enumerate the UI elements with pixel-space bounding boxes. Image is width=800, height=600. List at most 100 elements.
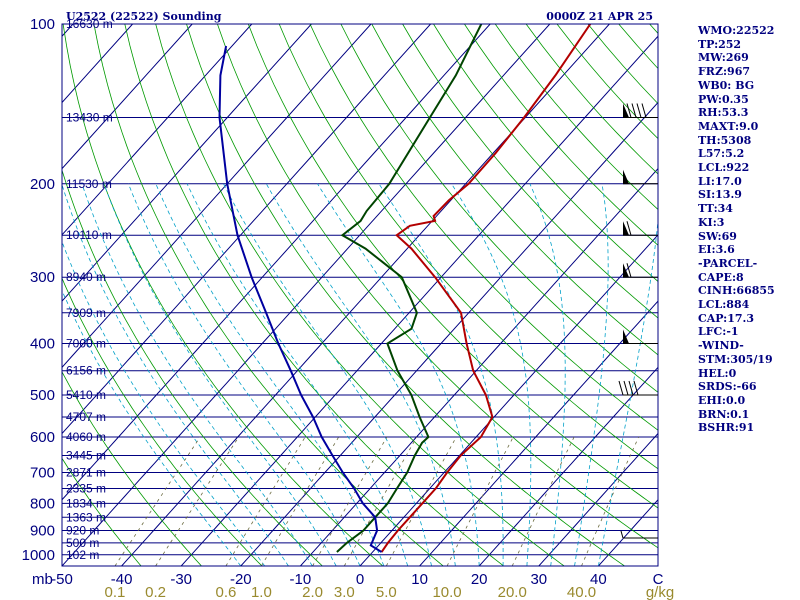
- mixing-ratio-line: [225, 436, 306, 566]
- mixing-ratio-line: [446, 436, 514, 566]
- pressure-unit-label: mb: [32, 571, 53, 588]
- temperature-trace: [380, 24, 592, 553]
- isotherm-line: [180, 35, 658, 566]
- mixing-ratio-label: 0.2: [145, 584, 166, 600]
- mixing-ratio-line: [261, 436, 340, 566]
- moist-adiabat: [598, 216, 658, 566]
- moist-adiabat: [155, 183, 385, 566]
- height-label: 4707 m: [66, 410, 106, 424]
- dry-adiabat: [433, 24, 658, 282]
- index-item: EI:3.6: [698, 243, 735, 257]
- index-item: CAPE:8: [698, 270, 744, 284]
- index-item: LFC:-1: [698, 325, 739, 339]
- dewpoint-trace: [336, 24, 483, 553]
- index-item: -PARCEL-: [698, 256, 758, 270]
- index-item: CINH:66855: [698, 284, 775, 298]
- height-label: 3445 m: [66, 448, 106, 462]
- grid-lines: [62, 24, 658, 566]
- moist-adiabat: [574, 183, 609, 566]
- index-item: BRN:0.1: [698, 407, 750, 421]
- moist-adiabat: [223, 183, 432, 566]
- height-label: 5410 m: [66, 388, 106, 402]
- wind-barb-flag: [623, 329, 629, 344]
- dry-adiabat: [186, 24, 625, 566]
- index-item: FRZ:967: [698, 65, 751, 79]
- mixing-ratio-label: 20.0: [498, 584, 527, 600]
- mixing-ratio-unit: g/kg: [646, 584, 674, 600]
- index-item: -WIND-: [698, 339, 744, 353]
- dry-adiabat: [217, 24, 658, 549]
- index-item: RH:53.3: [698, 106, 749, 120]
- moist-adiabat: [186, 183, 409, 566]
- height-label: 7909 m: [66, 306, 106, 320]
- moist-adiabat: [81, 183, 313, 566]
- isotherm-line: [62, 24, 491, 501]
- index-item: SRDS:-66: [698, 380, 757, 394]
- index-item: MAXT:9.0: [698, 119, 759, 133]
- temperature-tick-label: 0: [356, 571, 364, 588]
- index-item: TH:5308: [698, 133, 752, 147]
- mixing-ratio-label: 1.0: [251, 584, 272, 600]
- wind-barb-feather: [626, 263, 632, 278]
- wind-barb-feather: [626, 221, 632, 236]
- index-item: LI:17.0: [698, 174, 742, 188]
- index-item: HEL:0: [698, 366, 737, 380]
- isotherm-line: [62, 24, 312, 302]
- dry-adiabat: [62, 457, 142, 566]
- dry-adiabat: [340, 24, 658, 393]
- index-item: BSHR:91: [698, 421, 755, 435]
- index-item: EHI:0.0: [698, 393, 746, 407]
- height-label: 500 m: [66, 536, 99, 550]
- index-item: WMO:22522: [698, 24, 775, 37]
- mixing-ratio-line: [511, 436, 575, 566]
- wind-barb-feather: [628, 380, 634, 396]
- wind-barb-feather: [618, 380, 624, 396]
- index-item: WB0: BG: [698, 78, 755, 92]
- wind-barb-flag: [623, 169, 629, 184]
- dry-adiabat: [247, 24, 658, 509]
- pressure-tick-label: 400: [30, 336, 55, 353]
- isotherm-line: [478, 366, 658, 566]
- height-label: 10110 m: [66, 228, 112, 242]
- mixing-ratio-line: [312, 436, 388, 566]
- height-label: 8940 m: [66, 270, 106, 284]
- wind-barb-feather: [631, 103, 637, 118]
- height-label: 920 m: [66, 523, 99, 537]
- height-label: 2335 m: [66, 481, 106, 495]
- mixing-ratio-line: [385, 436, 457, 566]
- sounding-traces: [218, 24, 592, 553]
- temperature-tick-label: -20: [230, 571, 252, 588]
- height-label: 16630 m: [66, 17, 113, 31]
- dry-adiabat: [62, 24, 384, 566]
- temperature-tick-label: 10: [411, 571, 428, 588]
- mixing-ratio-line: [155, 436, 240, 566]
- height-label: 13430 m: [66, 110, 113, 124]
- pressure-tick-label: 900: [30, 522, 55, 539]
- mixing-ratio-line: [581, 436, 640, 566]
- temperature-tick-label: -50: [51, 571, 73, 588]
- moist-adiabat: [378, 183, 504, 566]
- temperature-tick-label: -40: [111, 571, 133, 588]
- index-item: MW:269: [698, 51, 749, 65]
- isotherm-line: [62, 24, 253, 236]
- temperature-tick-label: 30: [530, 571, 547, 588]
- mixing-ratio-label: 0.1: [105, 584, 126, 600]
- mixing-ratio-label: 10.0: [432, 584, 461, 600]
- moist-adiabat: [103, 183, 337, 566]
- indices-panel: WMO:22522 TP:252 MW:269 FRZ:967 WB0: BG PW:0.…: [698, 24, 798, 435]
- height-label: 7000 m: [66, 337, 106, 351]
- temperature-tick-label: -30: [170, 571, 192, 588]
- dry-adiabat: [124, 24, 504, 566]
- dry-adiabat: [464, 24, 658, 246]
- height-label: 11530 m: [66, 177, 112, 191]
- moist-adiabat: [128, 183, 361, 566]
- isotherm-line: [419, 300, 658, 566]
- temperature-tick-label: 40: [590, 571, 607, 588]
- plot-frame: [61, 23, 659, 567]
- isotherm-line: [598, 499, 658, 566]
- wind-barb-flag: [623, 263, 629, 278]
- dry-adiabat: [278, 24, 658, 470]
- index-item: CAP:17.3: [698, 311, 755, 325]
